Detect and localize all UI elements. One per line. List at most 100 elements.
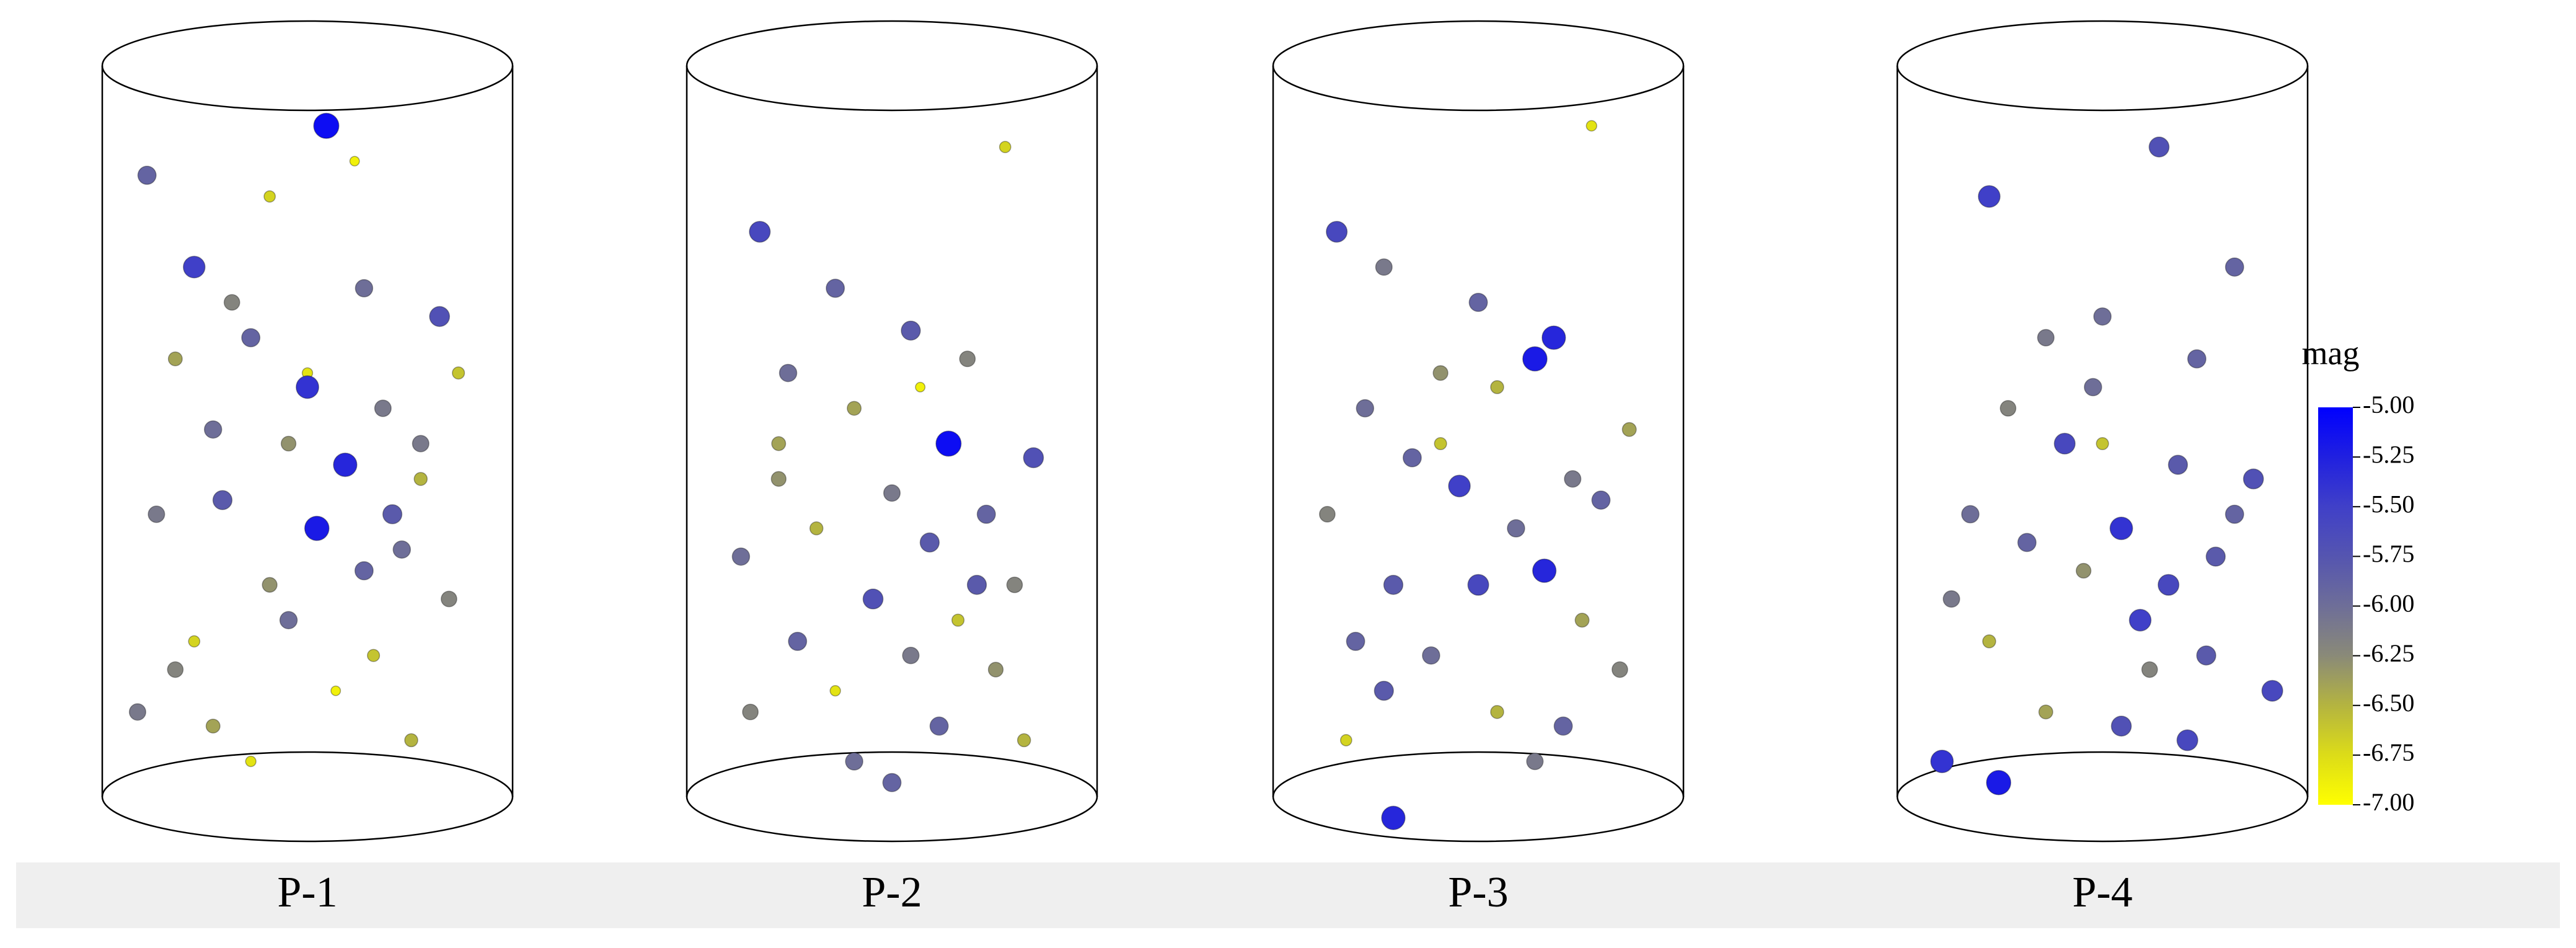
event-sphere: [779, 363, 798, 383]
event-sphere: [1586, 120, 1597, 132]
event-sphere: [1402, 448, 1422, 467]
event-sphere: [882, 773, 902, 792]
event-sphere: [770, 471, 787, 487]
event-sphere: [1961, 505, 1980, 524]
event-sphere: [966, 575, 987, 595]
event-sphere: [2168, 454, 2188, 475]
event-sphere: [1986, 769, 2011, 795]
event-sphere: [1612, 661, 1628, 678]
event-sphere: [1522, 346, 1548, 372]
cylinder-top: [1272, 20, 1685, 112]
panel: [1272, 20, 1685, 843]
event-sphere: [826, 278, 845, 298]
panel: [1896, 20, 2309, 843]
event-sphere: [2111, 715, 2132, 737]
event-sphere: [245, 755, 257, 768]
event-sphere: [1542, 326, 1566, 350]
event-sphere: [1319, 506, 1336, 523]
event-sphere: [847, 401, 862, 416]
event-sphere: [935, 430, 962, 457]
panel-label: P-4: [2072, 869, 2132, 916]
event-sphere: [1574, 613, 1590, 628]
event-sphere: [374, 399, 392, 417]
colorbar-tick-label: -5.00: [2363, 391, 2414, 419]
event-sphere: [413, 472, 428, 486]
event-sphere: [749, 221, 771, 243]
colorbar-tick-label: -5.25: [2363, 440, 2414, 468]
event-sphere: [919, 532, 940, 553]
event-sphere: [349, 156, 360, 167]
event-sphere: [2000, 400, 2017, 417]
event-sphere: [1432, 365, 1449, 381]
event-sphere: [2075, 562, 2092, 579]
event-sphere: [452, 366, 465, 380]
colorbar-tick-label: -6.75: [2363, 738, 2414, 766]
event-sphere: [2128, 609, 2152, 632]
event-sphere: [1346, 631, 1365, 651]
event-sphere: [167, 351, 183, 366]
event-sphere: [148, 505, 165, 523]
event-sphere: [1507, 519, 1525, 538]
label-band: [16, 862, 2560, 928]
event-sphere: [2148, 136, 2170, 157]
event-sphere: [2109, 516, 2133, 541]
panel: [101, 20, 514, 843]
event-sphere: [809, 521, 824, 536]
event-sphere: [829, 685, 841, 697]
colorbar-tick-label: -6.25: [2363, 639, 2414, 667]
event-sphere: [883, 484, 901, 502]
event-sphere: [2187, 349, 2207, 369]
event-sphere: [167, 661, 184, 678]
event-sphere: [333, 453, 358, 477]
event-sphere: [412, 435, 430, 453]
event-sphere: [2158, 574, 2180, 596]
event-sphere: [280, 435, 297, 452]
event-sphere: [2261, 680, 2283, 702]
event-sphere: [205, 719, 221, 734]
event-sphere: [1621, 422, 1637, 437]
colorbar-tick-label: -6.50: [2363, 689, 2414, 717]
event-sphere: [1383, 575, 1404, 595]
colorbar-tick-label: -7.00: [2363, 788, 2414, 816]
event-sphere: [223, 294, 240, 311]
event-sphere: [1381, 805, 1406, 830]
event-sphere: [862, 588, 884, 609]
event-sphere: [788, 631, 808, 651]
event-sphere: [1526, 753, 1544, 771]
event-sphere: [203, 420, 223, 439]
panel: [686, 20, 1098, 843]
event-sphere: [742, 703, 759, 720]
event-sphere: [1943, 590, 1961, 608]
event-sphere: [2141, 661, 2158, 678]
event-sphere: [959, 350, 976, 368]
event-sphere: [2225, 257, 2244, 277]
colorbar-tick-label: -6.00: [2363, 590, 2414, 618]
event-sphere: [1468, 293, 1488, 312]
event-sphere: [929, 716, 949, 736]
event-sphere: [1982, 634, 1996, 649]
event-sphere: [2037, 329, 2055, 347]
event-sphere: [1434, 436, 1447, 451]
event-sphere: [304, 515, 330, 541]
event-sphere: [987, 662, 1004, 678]
event-sphere: [1978, 185, 2001, 208]
event-sphere: [128, 703, 146, 721]
panel-label: P-2: [862, 869, 922, 916]
event-sphere: [2017, 533, 2037, 552]
event-sphere: [1490, 705, 1504, 719]
event-sphere: [2176, 729, 2199, 751]
event-sphere: [1591, 490, 1611, 510]
colorbar: [2318, 407, 2353, 805]
event-sphere: [2038, 704, 2053, 720]
event-sphere: [279, 611, 298, 629]
cylinder-top: [686, 20, 1098, 112]
event-sphere: [901, 321, 921, 341]
event-sphere: [845, 752, 863, 771]
event-sphere: [1006, 576, 1023, 593]
event-sphere: [2093, 307, 2112, 326]
event-sphere: [441, 590, 457, 608]
event-sphere: [262, 577, 278, 593]
event-sphere: [915, 381, 926, 392]
event-sphere: [355, 279, 374, 298]
